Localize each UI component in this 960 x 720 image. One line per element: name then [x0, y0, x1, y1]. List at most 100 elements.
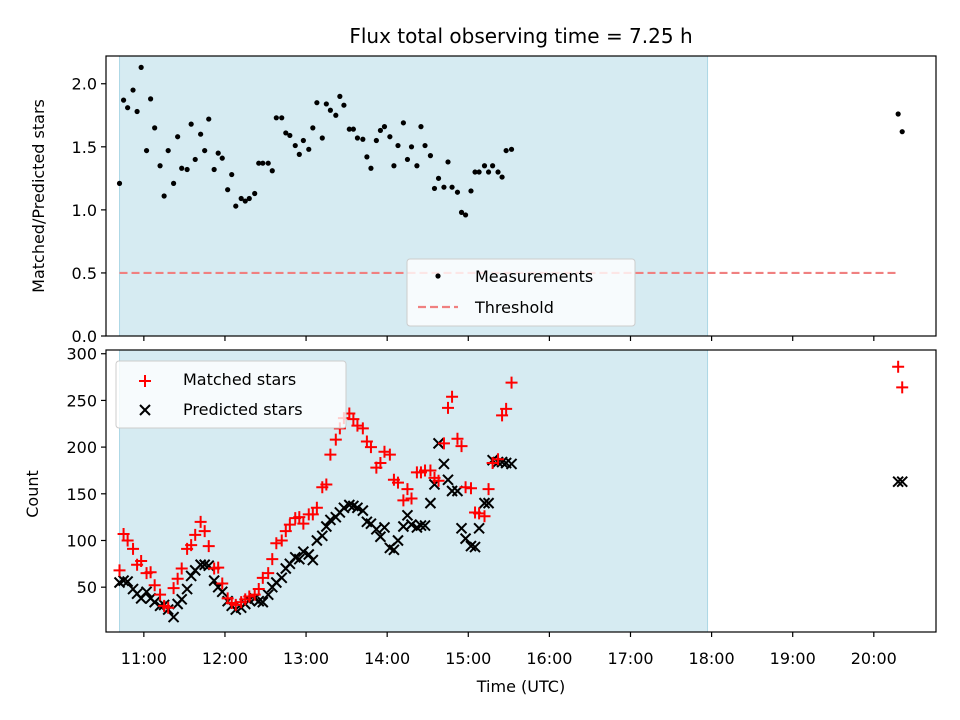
y-axis-label: Matched/Predicted stars: [29, 99, 48, 293]
matched-star-point: [505, 376, 518, 389]
measurement-point: [165, 147, 171, 154]
predicted-star-point: [405, 518, 418, 531]
predicted-star-point: [473, 522, 485, 535]
x-tick-label: 18:00: [689, 649, 735, 668]
matched-star-point: [127, 542, 140, 555]
x-axis-label: Time (UTC): [476, 677, 565, 696]
measurement-point: [899, 129, 905, 135]
matched-star-point: [275, 534, 288, 547]
measurement-point: [408, 144, 415, 150]
predicted-star-point: [896, 475, 908, 488]
measurement-point: [170, 180, 177, 186]
measurement-point: [427, 153, 434, 159]
predicted-star-point: [343, 499, 356, 511]
measurement-point: [387, 134, 393, 140]
measurement-point: [202, 147, 208, 154]
x-tick-label: 13:00: [283, 649, 329, 668]
matched-star-point: [496, 409, 509, 422]
predicted-star-point: [892, 475, 904, 488]
measurement-point: [481, 163, 488, 169]
plot-frame: [105, 55, 937, 337]
measurement-point: [198, 131, 204, 137]
measurement-point: [327, 107, 333, 113]
measurement-point: [211, 166, 217, 173]
predicted-star-point: [216, 586, 228, 598]
x-tick-label: 12:00: [202, 649, 248, 668]
predicted-star-point: [388, 544, 400, 556]
measurement-point: [341, 102, 347, 108]
matched-star-point: [167, 582, 180, 595]
matched-star-point: [243, 590, 256, 603]
predicted-star-point: [198, 559, 211, 571]
measurement-point: [319, 135, 325, 141]
legend-label-measurements: Measurements: [475, 267, 593, 286]
predicted-star-point: [293, 553, 306, 565]
measurement-point: [225, 187, 231, 193]
matched-star-point: [500, 402, 513, 415]
measurement-point: [381, 124, 388, 130]
measurement-point: [125, 105, 131, 111]
measurement-point: [246, 195, 252, 202]
x-tick-label: 16:00: [526, 649, 572, 668]
matched-star-point: [113, 564, 126, 577]
predicted-star-point: [121, 575, 134, 588]
measurement-point: [175, 134, 181, 140]
matched-star-point: [229, 598, 242, 611]
matched-star-point: [293, 511, 306, 524]
measurement-point: [256, 160, 262, 166]
measurement-point: [364, 154, 370, 160]
measurement-point: [306, 146, 312, 152]
predicted-star-point: [167, 611, 180, 623]
measurement-point: [414, 163, 420, 169]
matched-star-point: [306, 508, 319, 521]
y-tick-label: 1.0: [72, 201, 97, 220]
matched-star-point: [262, 567, 275, 580]
matched-star-point: [478, 510, 491, 523]
legend-marker-matched: [139, 375, 151, 387]
matched-star-point: [364, 441, 377, 454]
legend-marker-measurements: [435, 273, 441, 279]
predicted-star-point: [307, 554, 319, 566]
x-ticks: [143, 336, 875, 341]
x-tick-label: 11:00: [121, 649, 167, 668]
matched-star-point: [117, 527, 130, 540]
predicted-star-point: [465, 540, 477, 552]
x-tick-label: 17:00: [607, 649, 653, 668]
measurement-point: [292, 142, 298, 149]
measurement-point: [400, 120, 406, 126]
x-tick-label: 20:00: [851, 649, 897, 668]
predicted-stars-layer: [113, 437, 908, 623]
predicted-star-point: [324, 514, 337, 526]
matched-star-point: [405, 492, 418, 505]
measurement-point: [120, 97, 127, 103]
matched-star-point: [451, 432, 464, 445]
measurement-point: [157, 163, 163, 169]
matched-star-point: [391, 476, 404, 489]
measurement-point: [462, 212, 469, 218]
measurement-point: [377, 127, 384, 134]
predicted-star-point: [140, 586, 153, 598]
matched-star-point: [356, 422, 369, 435]
matched-star-point: [212, 561, 225, 574]
y-tick-label: 0.5: [72, 264, 97, 283]
measurement-point: [310, 125, 316, 131]
measurement-point: [449, 184, 455, 190]
matched-star-point: [202, 540, 215, 553]
measurement-point: [238, 195, 244, 202]
chart-title: Flux total observing time = 7.25 h: [349, 24, 692, 48]
measurement-point: [373, 137, 379, 144]
y-tick-label: 0.0: [72, 327, 97, 346]
measurement-point: [346, 126, 352, 132]
predicted-star-point: [459, 532, 472, 545]
bottom-panel: 50 100 150 200 250 300 11:00 12:00 13:00 14:00 15…: [23, 345, 937, 696]
measurement-point: [435, 175, 442, 181]
matched-star-point: [324, 448, 337, 461]
y-tick-label: 1.5: [72, 138, 97, 157]
measurement-point: [283, 130, 289, 136]
measurement-point: [454, 189, 461, 195]
measurement-point: [219, 155, 225, 161]
measurement-point: [130, 87, 136, 93]
y-tick-label: 200: [66, 438, 97, 457]
measurement-point: [333, 112, 339, 118]
legend-box: [115, 360, 347, 429]
